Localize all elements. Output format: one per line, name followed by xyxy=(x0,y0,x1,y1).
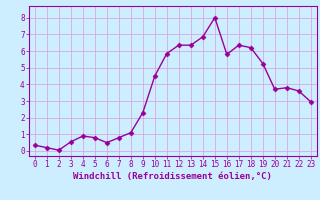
X-axis label: Windchill (Refroidissement éolien,°C): Windchill (Refroidissement éolien,°C) xyxy=(73,172,272,181)
